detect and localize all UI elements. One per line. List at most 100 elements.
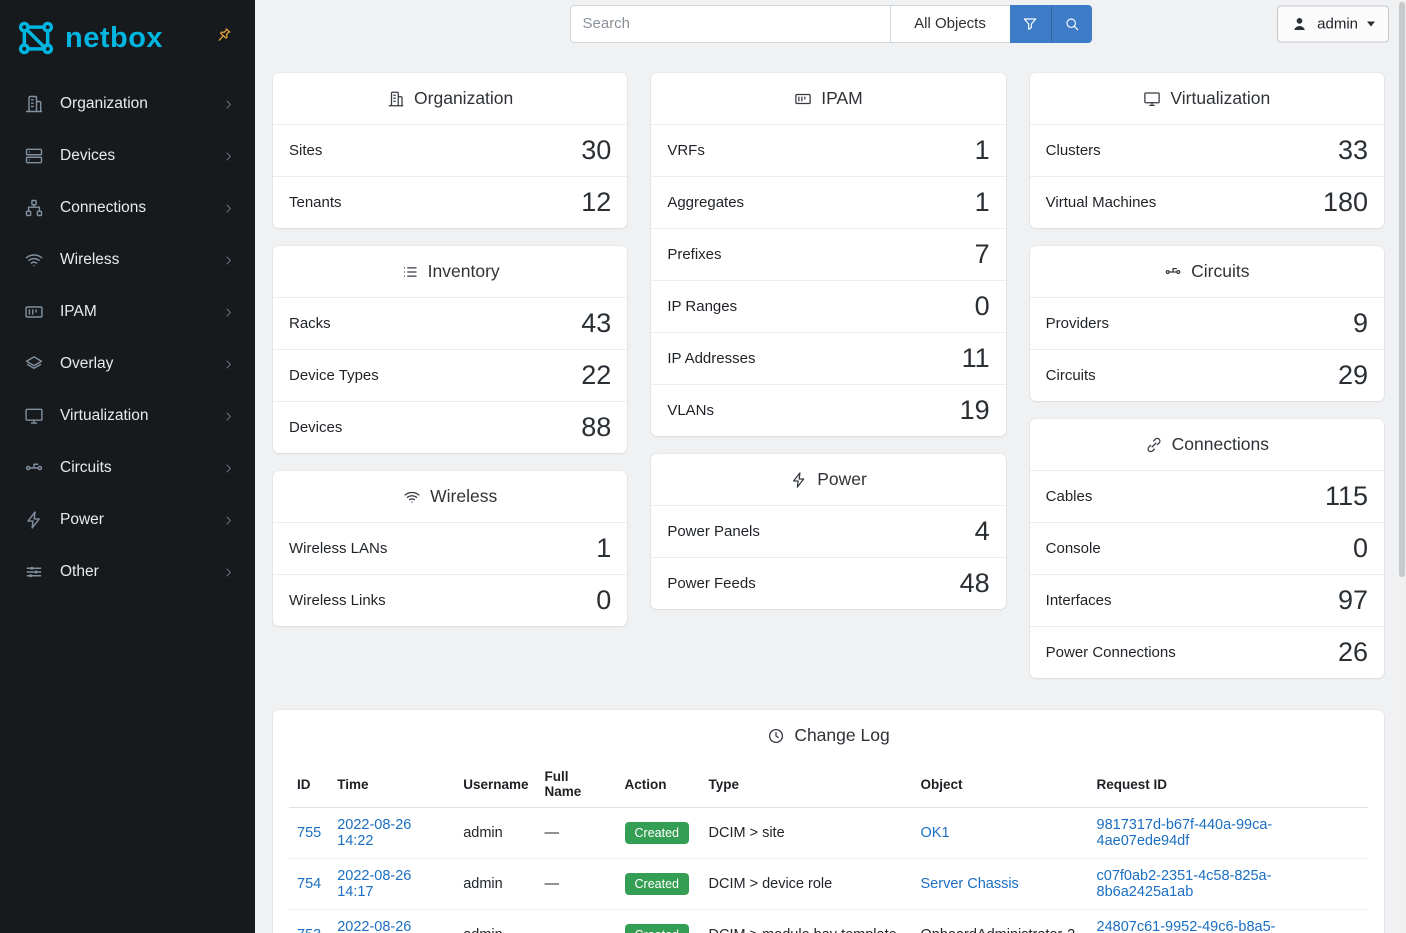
inventory-card: Inventory Racks 43 Device Types 22 Devic… <box>273 246 628 453</box>
stat-value[interactable]: 180 <box>1322 187 1368 217</box>
topbar: All Objects admin <box>255 0 1406 47</box>
dashboard-content: Organization Sites 30 Tenants 12 <box>255 47 1406 933</box>
stat-label: Prefixes <box>667 246 722 263</box>
counter-icon <box>24 302 44 322</box>
stat-value[interactable]: 29 <box>1337 360 1368 390</box>
stat-value[interactable]: 88 <box>581 412 612 442</box>
stat-value[interactable]: 9 <box>1352 308 1368 338</box>
filter-button[interactable] <box>1009 4 1051 43</box>
stat-label: Clusters <box>1045 142 1101 159</box>
circuits-card: Circuits Providers 9 Circuits 29 <box>1029 246 1384 401</box>
change-object-link[interactable]: Server Chassis <box>920 876 1019 892</box>
stat-value[interactable]: 1 <box>596 533 612 563</box>
stat-label: Tenants <box>289 194 342 211</box>
request-id-link[interactable]: 9817317d-b67f-440a-99ca-4ae07ede94df <box>1096 817 1273 849</box>
change-object-link[interactable]: OK1 <box>920 825 950 841</box>
sidebar-item-virtualization[interactable]: Virtualization <box>0 390 255 442</box>
stat-value[interactable]: 12 <box>581 187 612 217</box>
sidebar-item-label: Connections <box>60 199 147 216</box>
card-title: Wireless <box>430 486 498 506</box>
request-id-link[interactable]: 24807c61-9952-49c6-b8a5-69760bfcc4b3 <box>1096 919 1276 933</box>
stat-value[interactable]: 33 <box>1337 135 1368 165</box>
change-time-link[interactable]: 2022-08-26 14:15 <box>337 919 412 933</box>
card-title: Inventory <box>427 261 500 281</box>
sidebar-item-label: Virtualization <box>60 407 149 424</box>
sidebar-item-overlay[interactable]: Overlay <box>0 338 255 390</box>
stat-value[interactable]: 30 <box>581 135 612 165</box>
stat-value[interactable]: 1 <box>974 187 990 217</box>
organization-card: Organization Sites 30 Tenants 12 <box>273 73 628 228</box>
stat-label: IP Addresses <box>667 350 756 367</box>
stat-value[interactable]: 7 <box>974 239 990 269</box>
user-menu-button[interactable]: admin <box>1277 5 1389 42</box>
sidebar-item-organization[interactable]: Organization <box>0 78 255 130</box>
vertical-scrollbar[interactable] <box>1398 0 1406 933</box>
stat-value[interactable]: 115 <box>1324 481 1368 511</box>
stat-value[interactable]: 0 <box>1352 533 1368 563</box>
change-time-link[interactable]: 2022-08-26 14:22 <box>337 817 412 849</box>
change-id-link[interactable]: 753 <box>297 927 321 933</box>
stat-value[interactable]: 0 <box>974 291 990 321</box>
sidebar-item-label: Overlay <box>60 355 114 372</box>
scrollbar-thumb[interactable] <box>1399 2 1405 577</box>
sidebar-item-label: Circuits <box>60 459 112 476</box>
card-header: Virtualization <box>1030 73 1384 124</box>
change-time-link[interactable]: 2022-08-26 14:17 <box>337 868 412 900</box>
change-id-link[interactable]: 755 <box>297 825 322 841</box>
list-icon <box>401 263 419 281</box>
stat-value[interactable]: 0 <box>596 585 612 615</box>
sidebar-item-circuits[interactable]: Circuits <box>0 442 255 494</box>
object-type-dropdown[interactable]: All Objects <box>889 4 1010 43</box>
sidebar-item-ipam[interactable]: IPAM <box>0 286 255 338</box>
request-id-link[interactable]: c07f0ab2-2351-4c58-825a-8b6a2425a1ab <box>1096 868 1272 900</box>
sidebar-item-devices[interactable]: Devices <box>0 130 255 182</box>
main-area: All Objects admin Organization <box>255 0 1406 933</box>
netbox-logo-icon <box>16 18 56 58</box>
dashboard-column-1: Organization Sites 30 Tenants 12 <box>273 73 628 626</box>
status-badge: Created <box>624 872 689 896</box>
wifi-icon <box>24 250 44 270</box>
stat-row: Cables 115 <box>1029 470 1384 522</box>
stat-value[interactable]: 11 <box>961 343 990 373</box>
stat-label: Power Panels <box>667 523 760 540</box>
sidebar-item-wireless[interactable]: Wireless <box>0 234 255 286</box>
sidebar-item-other[interactable]: Other <box>0 546 255 598</box>
sidebar-item-power[interactable]: Power <box>0 494 255 546</box>
stat-label: Console <box>1045 540 1101 557</box>
sidebar-item-label: Organization <box>60 95 148 112</box>
stat-value[interactable]: 97 <box>1337 585 1368 615</box>
counter-icon <box>794 90 812 108</box>
stat-row: IP Addresses 11 <box>651 332 1006 384</box>
card-header: Power <box>651 454 1005 505</box>
chevron-right-icon <box>222 566 235 579</box>
stat-label: VLANs <box>667 402 715 419</box>
card-header: IPAM <box>651 73 1005 124</box>
column-header-request-id: Request ID <box>1088 761 1368 808</box>
building-icon <box>24 94 44 114</box>
search-input[interactable] <box>569 4 890 43</box>
stat-value[interactable]: 43 <box>581 308 612 338</box>
stat-value[interactable]: 22 <box>581 360 612 390</box>
change-fullname: — <box>536 858 617 910</box>
stat-value[interactable]: 48 <box>959 568 990 598</box>
global-search-group: All Objects <box>569 4 1092 43</box>
bolt-icon <box>790 471 808 489</box>
user-label: admin <box>1317 15 1358 32</box>
stat-row: Device Types 22 <box>273 349 628 401</box>
stat-value[interactable]: 1 <box>974 135 990 165</box>
pin-sidebar-icon[interactable] <box>214 26 233 45</box>
stat-value[interactable]: 26 <box>1337 637 1368 667</box>
stat-value[interactable]: 19 <box>959 395 990 425</box>
changelog-card: Change Log ID Time Username Full Name Ac… <box>273 710 1384 933</box>
change-id-link[interactable]: 754 <box>297 876 322 892</box>
sidebar-item-label: IPAM <box>60 303 97 320</box>
sitemap-icon <box>24 198 44 218</box>
server-icon <box>24 146 44 166</box>
caret-down-icon <box>1367 21 1375 26</box>
search-icon <box>1064 16 1080 32</box>
search-button[interactable] <box>1050 4 1092 43</box>
sidebar-item-connections[interactable]: Connections <box>0 182 255 234</box>
status-badge: Created <box>624 821 689 845</box>
stat-value[interactable]: 4 <box>974 516 990 546</box>
netbox-logo[interactable]: netbox <box>16 18 163 58</box>
